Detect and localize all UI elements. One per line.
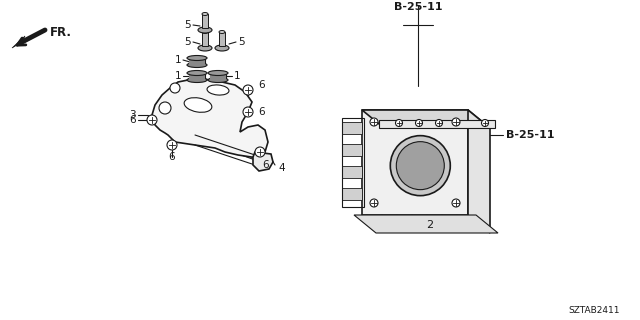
Bar [362, 110, 468, 215]
Bar [342, 144, 362, 156]
Text: 5: 5 [184, 20, 191, 30]
Circle shape [435, 119, 442, 126]
Polygon shape [379, 120, 495, 128]
Text: 6: 6 [258, 107, 264, 117]
Polygon shape [362, 110, 490, 128]
Text: B-25-11: B-25-11 [394, 2, 442, 12]
Bar [219, 32, 225, 46]
Polygon shape [253, 152, 273, 171]
Circle shape [255, 147, 265, 157]
Ellipse shape [184, 98, 212, 112]
Text: 6: 6 [129, 115, 136, 125]
Circle shape [370, 199, 378, 207]
Bar [342, 188, 362, 200]
Text: B-25-11: B-25-11 [506, 130, 554, 140]
Polygon shape [170, 128, 258, 161]
Ellipse shape [187, 77, 207, 83]
Ellipse shape [207, 85, 229, 95]
Text: 3: 3 [129, 110, 136, 120]
Ellipse shape [202, 30, 208, 34]
Text: 4: 4 [278, 163, 285, 173]
Bar [202, 32, 208, 46]
Ellipse shape [198, 27, 212, 33]
Circle shape [243, 85, 253, 95]
Text: 1: 1 [234, 71, 241, 81]
Circle shape [396, 142, 444, 190]
Circle shape [147, 115, 157, 125]
Ellipse shape [208, 77, 228, 83]
Bar [342, 166, 362, 178]
Text: 2: 2 [426, 220, 433, 230]
Circle shape [170, 83, 180, 93]
Circle shape [415, 119, 422, 126]
Ellipse shape [219, 30, 225, 34]
Circle shape [452, 199, 460, 207]
Text: 5: 5 [184, 37, 191, 47]
Text: SZTAB2411: SZTAB2411 [568, 306, 620, 315]
Text: 6: 6 [169, 152, 175, 162]
Circle shape [481, 119, 488, 126]
Bar [210, 73, 226, 80]
Text: FR.: FR. [50, 26, 72, 38]
Bar [189, 58, 205, 65]
Ellipse shape [208, 70, 228, 76]
Bar [189, 73, 205, 80]
Polygon shape [354, 215, 498, 233]
Ellipse shape [187, 62, 207, 68]
Bar [342, 122, 362, 134]
Text: 5: 5 [238, 37, 244, 47]
Text: 1: 1 [174, 55, 181, 65]
Polygon shape [152, 78, 268, 158]
Circle shape [167, 140, 177, 150]
Circle shape [370, 118, 378, 126]
Ellipse shape [202, 12, 208, 15]
Ellipse shape [187, 55, 207, 60]
Ellipse shape [187, 70, 207, 76]
Circle shape [452, 118, 460, 126]
Circle shape [159, 102, 171, 114]
Circle shape [390, 136, 451, 196]
Ellipse shape [198, 45, 212, 51]
Text: 6: 6 [258, 80, 264, 90]
Circle shape [396, 119, 403, 126]
Polygon shape [12, 36, 25, 48]
Bar [202, 14, 208, 28]
Ellipse shape [215, 45, 229, 51]
Text: 6: 6 [262, 160, 269, 170]
Polygon shape [468, 110, 490, 233]
Polygon shape [170, 120, 258, 153]
Circle shape [243, 107, 253, 117]
Bar [342, 118, 364, 207]
Text: 1: 1 [174, 71, 181, 81]
